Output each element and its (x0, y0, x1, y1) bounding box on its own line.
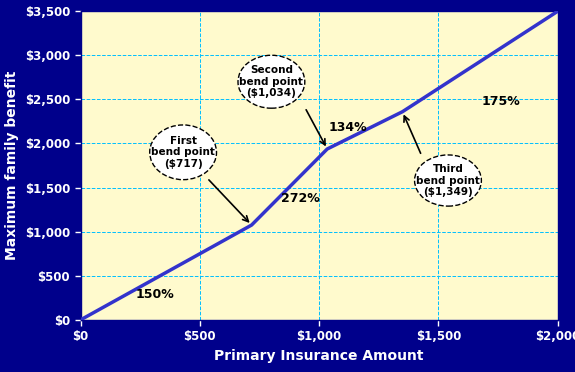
Text: Second
bend point
($1,034): Second bend point ($1,034) (239, 65, 304, 98)
Y-axis label: Maximum family benefit: Maximum family benefit (5, 71, 19, 260)
Ellipse shape (415, 155, 481, 206)
X-axis label: Primary Insurance Amount: Primary Insurance Amount (214, 349, 424, 363)
Text: First
bend point
($717): First bend point ($717) (151, 136, 215, 169)
Text: Third
bend point
($1,349): Third bend point ($1,349) (416, 164, 480, 197)
Ellipse shape (238, 55, 305, 108)
Ellipse shape (150, 125, 217, 180)
Text: 150%: 150% (135, 288, 174, 301)
Text: 272%: 272% (281, 192, 319, 205)
Text: 134%: 134% (328, 121, 367, 134)
Text: 175%: 175% (481, 94, 520, 108)
